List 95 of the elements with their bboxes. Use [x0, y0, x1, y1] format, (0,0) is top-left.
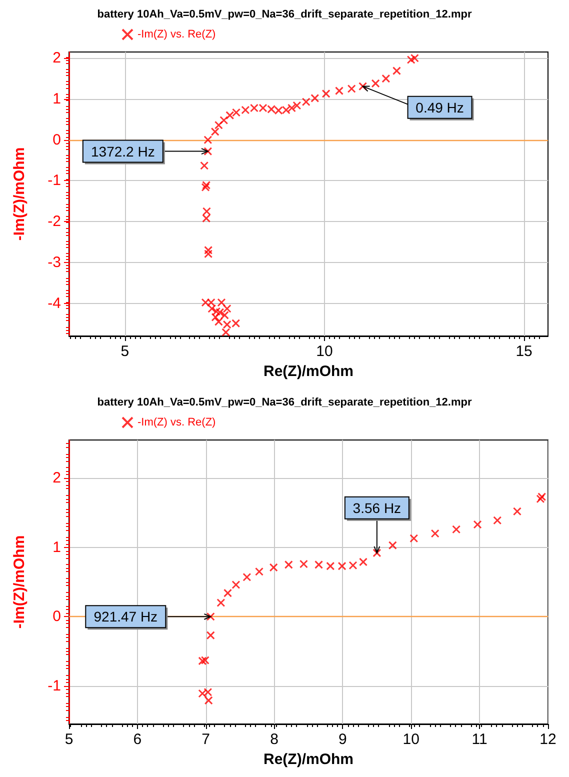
annotation: 3.56 Hz — [352, 500, 402, 516]
point — [226, 111, 234, 120]
point — [258, 104, 268, 112]
point — [200, 656, 210, 665]
point — [201, 183, 210, 192]
point — [274, 106, 283, 115]
point — [310, 94, 320, 102]
point — [302, 98, 310, 106]
point — [406, 56, 416, 64]
point — [322, 89, 330, 98]
point — [493, 516, 502, 525]
x-tick-label: 11 — [472, 731, 488, 748]
point — [206, 631, 215, 640]
point — [452, 525, 461, 534]
point — [204, 147, 212, 156]
point — [232, 319, 240, 328]
x-tick-label: 5 — [120, 343, 130, 360]
y-tick-label: -1 — [48, 677, 61, 694]
point — [198, 689, 207, 698]
point — [338, 562, 346, 570]
x-axis-title: Re(Z)/mOhm — [264, 363, 354, 380]
point — [287, 104, 296, 112]
x-tick-label: 10 — [402, 731, 420, 748]
y-tick-label: -2 — [48, 213, 61, 230]
point — [198, 656, 207, 666]
point — [538, 492, 546, 502]
x-tick-label: 10 — [316, 343, 333, 360]
point — [282, 106, 290, 114]
x-tick-label: 15 — [516, 343, 532, 360]
y-tick-label: 2 — [52, 470, 61, 487]
point — [512, 507, 522, 516]
point — [299, 560, 308, 568]
point — [216, 598, 226, 608]
point — [358, 82, 368, 91]
x-tick-label: 8 — [270, 731, 278, 748]
point — [202, 180, 211, 190]
x-tick-label: 6 — [133, 731, 142, 748]
point — [334, 86, 344, 96]
y-tick-label: 0 — [52, 131, 61, 148]
point — [410, 54, 419, 62]
point — [371, 79, 380, 88]
chart-title: battery 10Ah_Va=0.5mV_pw=0_Na=36_drift_separate_repetition_12.mpr — [97, 8, 472, 20]
legend-label: -Im(Z) vs. Re(Z) — [138, 28, 216, 40]
point — [358, 558, 368, 566]
point — [214, 120, 223, 130]
point — [473, 520, 482, 529]
point — [284, 560, 293, 569]
point — [314, 560, 324, 569]
annotation: 0.49 Hz — [416, 99, 464, 116]
point — [204, 250, 213, 258]
point — [201, 298, 210, 307]
point — [250, 104, 258, 112]
annotation: 921.47 Hz — [94, 608, 158, 625]
y-tick-label: 2 — [52, 50, 61, 67]
y-tick-label: 1 — [52, 538, 61, 556]
point — [232, 580, 240, 590]
point — [206, 612, 215, 621]
point — [242, 572, 252, 582]
y-tick-label: 1 — [52, 90, 61, 108]
y-tick-label: 0 — [52, 608, 61, 626]
annotation: 1372.2 Hz — [90, 143, 155, 160]
point — [269, 563, 278, 572]
point — [241, 106, 250, 114]
point — [204, 246, 213, 254]
x-tick-label: 9 — [338, 731, 347, 748]
point — [348, 561, 358, 570]
point — [267, 104, 276, 114]
point — [536, 494, 545, 504]
point — [224, 588, 232, 598]
x-tick-label: 12 — [540, 731, 556, 748]
point — [220, 116, 228, 124]
point — [200, 161, 209, 170]
point — [254, 567, 264, 576]
y-tick-label: -3 — [48, 254, 61, 271]
y-tick-label: -4 — [48, 294, 61, 312]
point — [430, 529, 440, 538]
y-axis-title: -Im(Z)/mOhm — [11, 147, 28, 241]
x-tick-label: 7 — [202, 731, 210, 748]
point — [204, 136, 212, 144]
y-tick-label: -1 — [48, 172, 61, 190]
point — [292, 101, 302, 110]
point — [392, 66, 401, 76]
point — [210, 127, 220, 136]
point — [388, 541, 397, 550]
point — [326, 562, 335, 570]
point — [232, 108, 240, 117]
legend-label: -Im(Z) vs. Re(Z) — [138, 416, 216, 428]
point — [347, 84, 356, 94]
x-axis-title: Re(Z)/mOhm — [264, 751, 354, 768]
x-tick-label: 5 — [64, 731, 74, 748]
chart-title: battery 10Ah_Va=0.5mV_pw=0_Na=36_drift_separate_repetition_12.mpr — [97, 396, 472, 408]
y-axis-title: -Im(Z)/mOhm — [11, 535, 28, 629]
point — [372, 548, 382, 558]
point — [382, 74, 390, 83]
point — [410, 534, 418, 543]
